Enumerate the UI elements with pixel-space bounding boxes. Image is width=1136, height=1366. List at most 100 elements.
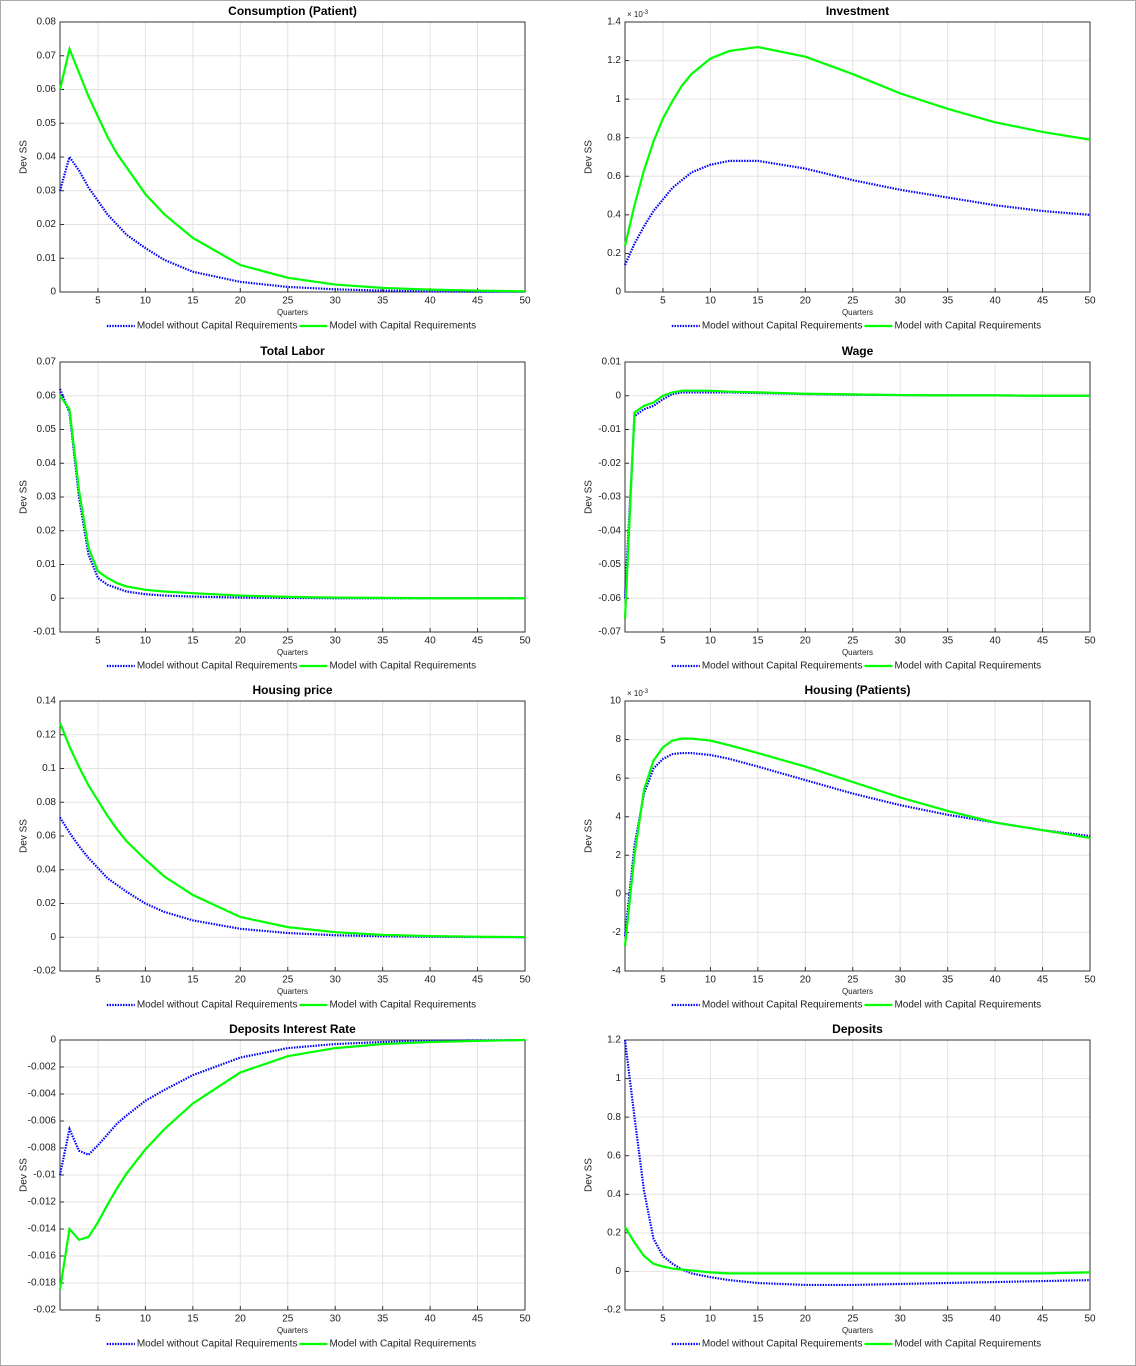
x-tick-label: 25	[282, 975, 294, 986]
x-tick-label: 10	[705, 296, 717, 307]
plot-area	[625, 701, 1090, 971]
x-tick-label: 5	[660, 296, 666, 307]
legend: Model without Capital Requirements Model …	[106, 661, 476, 672]
y-axis-label: Dev SS	[19, 1158, 30, 1192]
y-tick-label: 0.05	[37, 424, 57, 435]
x-tick-label: 35	[377, 636, 389, 647]
x-tick-label: 30	[330, 636, 342, 647]
legend-label: Model with Capital Requirements	[894, 1000, 1041, 1011]
y-tick-label: 0	[615, 287, 621, 298]
legend-label: Model with Capital Requirements	[329, 1000, 476, 1011]
x-tick-label: 40	[990, 636, 1002, 647]
plot-area	[625, 22, 1090, 292]
y-tick-label: -0.004	[28, 1089, 57, 1100]
y-tick-label: -0.06	[598, 593, 621, 604]
x-tick-label: 40	[990, 1314, 1002, 1325]
y-tick-label: 0.1	[42, 763, 56, 774]
y-tick-label: 6	[615, 773, 621, 784]
x-tick-label: 45	[472, 1314, 484, 1325]
chart-title: Total Labor	[260, 344, 325, 358]
x-tick-label: 10	[140, 1314, 152, 1325]
x-tick-label: 35	[942, 636, 954, 647]
x-tick-label: 20	[800, 1314, 812, 1325]
y-tick-label: -0.2	[604, 1305, 622, 1316]
series-line	[58, 722, 526, 939]
legend-label: Model with Capital Requirements	[894, 661, 1041, 672]
y-axis-label: Dev SS	[584, 480, 595, 514]
y-tick-label: -0.006	[28, 1116, 57, 1127]
series-line	[58, 154, 525, 293]
y-tick-label: 1.2	[607, 1035, 621, 1046]
legend-label: Model without Capital Requirements	[137, 1339, 298, 1350]
y-multiplier-exponent: -3	[643, 10, 649, 16]
y-tick-label: 0	[615, 390, 621, 401]
series-line	[59, 816, 526, 939]
y-tick-label: 0.6	[607, 1150, 621, 1161]
x-tick-label: 30	[895, 296, 907, 307]
x-tick-label: 50	[519, 975, 531, 986]
x-tick-label: 50	[519, 636, 531, 647]
y-tick-label: -0.02	[33, 1305, 56, 1316]
x-tick-label: 35	[942, 1314, 954, 1325]
x-axis-label: Quarters	[277, 1326, 308, 1335]
series-line	[623, 391, 1090, 599]
y-tick-label: 0.04	[37, 458, 57, 469]
series-line	[623, 159, 1091, 266]
x-tick-label: 35	[942, 296, 954, 307]
x-tick-label: 10	[705, 1314, 717, 1325]
x-tick-label: 35	[377, 296, 389, 307]
x-tick-label: 25	[847, 975, 859, 986]
x-tick-label: 10	[140, 975, 152, 986]
chart-title: Consumption (Patient)	[228, 4, 357, 18]
y-tick-label: 0.06	[37, 84, 57, 95]
y-tick-label: 0.02	[37, 525, 57, 536]
legend: Model without Capital Requirements Model …	[671, 1339, 1041, 1350]
y-tick-label: -0.016	[28, 1251, 57, 1262]
y-tick-label: 4	[615, 811, 621, 822]
y-tick-label: 2	[615, 850, 621, 861]
y-axis-label: Dev SS	[19, 819, 30, 853]
legend: Model without Capital Requirements Model …	[106, 321, 476, 332]
legend-label: Model without Capital Requirements	[702, 321, 863, 332]
y-tick-label: -0.018	[28, 1278, 57, 1289]
x-tick-label: 45	[1037, 975, 1049, 986]
x-tick-label: 40	[990, 296, 1002, 307]
x-tick-label: 25	[282, 636, 294, 647]
y-tick-label: -0.05	[598, 559, 621, 570]
y-tick-label: -0.03	[598, 492, 621, 503]
y-tick-label: 0	[615, 888, 621, 899]
y-tick-label: 0.02	[37, 219, 57, 230]
legend-label: Model without Capital Requirements	[137, 1000, 298, 1011]
legend: Model without Capital Requirements Model …	[671, 321, 1041, 332]
plot-frame	[624, 1039, 1091, 1311]
x-axis-label: Quarters	[842, 987, 873, 996]
x-tick-label: 45	[472, 975, 484, 986]
x-axis-label: Quarters	[277, 987, 308, 996]
x-axis-label: Quarters	[277, 648, 308, 657]
x-tick-label: 30	[330, 296, 342, 307]
y-tick-label: 0.6	[607, 171, 621, 182]
x-tick-label: 10	[705, 636, 717, 647]
x-tick-label: 15	[752, 975, 764, 986]
y-tick-label: 0.08	[37, 797, 57, 808]
x-tick-label: 50	[1084, 1314, 1096, 1325]
plot-frame	[59, 700, 526, 972]
y-axis-label: Dev SS	[584, 1158, 595, 1192]
x-tick-label: 15	[187, 296, 199, 307]
chart-title: Housing price	[252, 683, 332, 697]
y-tick-label: 0.06	[37, 831, 57, 842]
y-axis-label: Dev SS	[584, 819, 595, 853]
y-tick-label: 0.02	[37, 898, 57, 909]
y-tick-label: 1	[615, 94, 621, 105]
x-tick-label: 5	[660, 1314, 666, 1325]
y-tick-label: 0	[50, 1035, 56, 1046]
x-axis-label: Quarters	[277, 308, 308, 317]
y-tick-label: 0.04	[37, 864, 57, 875]
x-tick-label: 50	[1084, 296, 1096, 307]
x-tick-label: 50	[1084, 636, 1096, 647]
y-tick-label: -0.01	[598, 424, 621, 435]
y-tick-label: 0.4	[607, 1189, 621, 1200]
legend: Model without Capital Requirements Model …	[671, 1000, 1041, 1011]
chart-title: Deposits Interest Rate	[229, 1022, 356, 1036]
y-tick-label: 0.04	[37, 152, 57, 163]
